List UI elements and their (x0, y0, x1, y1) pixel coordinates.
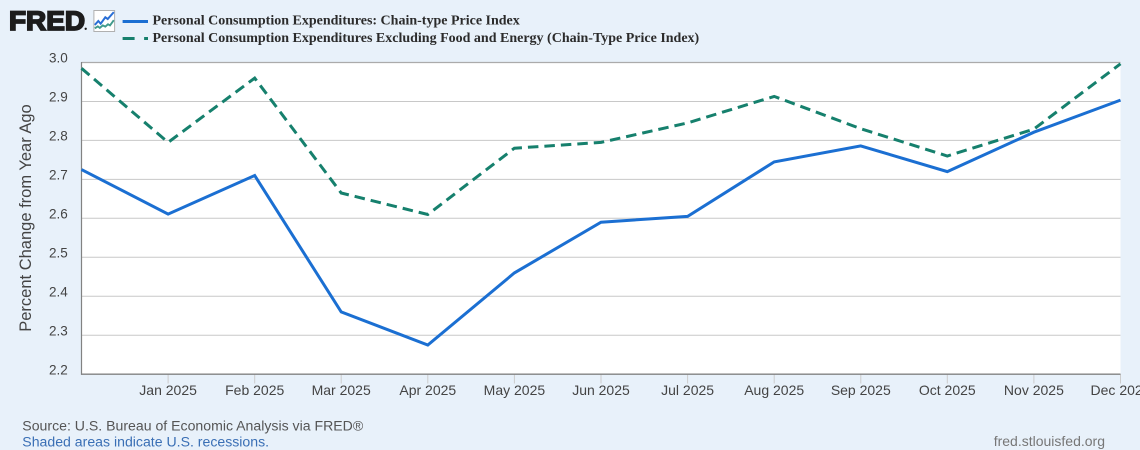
svg-text:Dec 2025: Dec 2025 (1091, 382, 1140, 398)
svg-text:Percent Change from Year Ago: Percent Change from Year Ago (17, 104, 35, 332)
svg-text:Jul 2025: Jul 2025 (661, 382, 714, 398)
svg-text:Apr 2025: Apr 2025 (399, 382, 456, 398)
svg-text:FRED: FRED (9, 6, 85, 36)
svg-text:Aug 2025: Aug 2025 (744, 382, 804, 398)
svg-text:May 2025: May 2025 (484, 382, 546, 398)
svg-text:2.9: 2.9 (49, 90, 68, 105)
svg-text:fred.stlouisfed.org: fred.stlouisfed.org (994, 433, 1105, 449)
svg-text:Oct 2025: Oct 2025 (919, 382, 976, 398)
svg-text:Personal Consumption Expenditu: Personal Consumption Expenditures Exclud… (153, 31, 700, 46)
svg-text:2.2: 2.2 (49, 362, 68, 377)
svg-text:Jun 2025: Jun 2025 (572, 382, 630, 398)
svg-text:Sep 2025: Sep 2025 (831, 382, 891, 398)
svg-text:2.7: 2.7 (49, 168, 68, 183)
svg-text:2.8: 2.8 (49, 129, 68, 144)
svg-text:2.5: 2.5 (49, 245, 68, 260)
svg-text:3.0: 3.0 (49, 51, 68, 66)
svg-text:2.6: 2.6 (49, 206, 68, 221)
svg-text:Nov 2025: Nov 2025 (1004, 382, 1064, 398)
svg-text:2.3: 2.3 (49, 323, 68, 338)
svg-text:2.4: 2.4 (49, 284, 68, 299)
svg-text:Shaded areas indicate U.S. rec: Shaded areas indicate U.S. recessions. (22, 434, 269, 450)
svg-text:Jan 2025: Jan 2025 (139, 382, 197, 398)
svg-text:Feb 2025: Feb 2025 (225, 382, 284, 398)
svg-text:Source: U.S. Bureau of Economi: Source: U.S. Bureau of Economic Analysis… (22, 418, 364, 434)
svg-text:Personal Consumption Expenditu: Personal Consumption Expenditures: Chain… (153, 14, 520, 29)
svg-text:Mar 2025: Mar 2025 (312, 382, 371, 398)
